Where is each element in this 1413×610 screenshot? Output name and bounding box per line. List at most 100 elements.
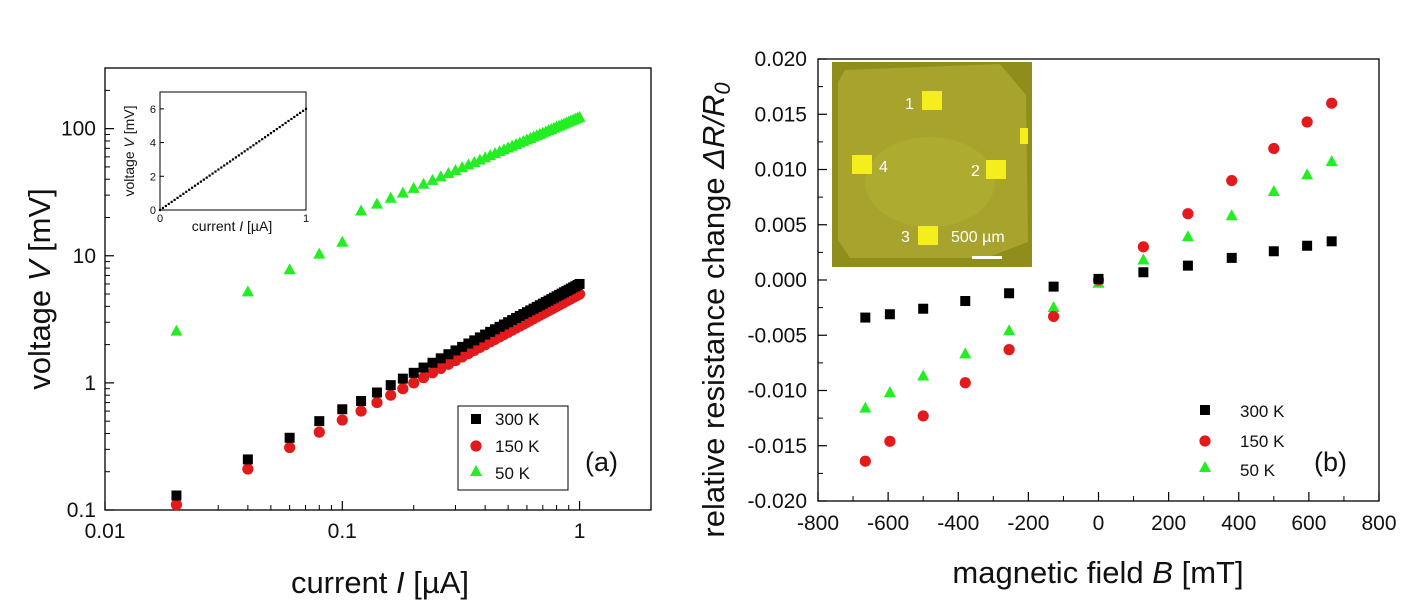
data-point-a [171,490,182,501]
inset-data-point [299,111,302,115]
inset-data-point [234,156,238,159]
inset-x-tick-label: 0 [157,213,163,225]
a-y-tick-label: 10 [73,245,96,268]
inset-data-point [272,130,275,133]
data-point-b [917,410,929,422]
panel-b: -800 -600 -400 -200 0 200 400 600 800 -0.020 -0.01… [696,48,1397,590]
data-point-a [407,181,420,193]
data-point-a [397,373,408,384]
inset-data-point [199,180,202,183]
data-point-b [959,377,971,389]
inset-data-point [264,136,267,139]
contact-label-2: 2 [971,163,980,180]
data-point-a [435,353,446,364]
inset-y-tick-label: 0 [150,205,156,217]
b-y-tick-label: 0.015 [754,103,807,126]
inset-data-point [164,204,167,208]
plot-b-ticks: -800 -600 -400 -200 0 200 400 600 800 -0.020 -0.01… [747,48,1396,535]
inset-data-point [161,206,165,210]
contact-pad-1 [922,91,942,110]
inset-data-point [214,170,217,173]
data-point-a [284,441,296,454]
inset-data-point [237,154,240,157]
b-x-tick-label: -800 [797,512,839,535]
a-y-tick-label: 0.1 [67,499,96,522]
data-point-b [860,312,871,323]
data-point-b [1003,324,1016,336]
data-point-a [371,396,383,409]
inset-data-point [167,202,170,206]
data-point-a [385,380,396,391]
data-point-b [1301,168,1314,180]
data-point-b [1268,142,1280,155]
data-point-a [396,186,409,198]
inset-data-point [193,184,197,187]
plot-a-inset-y-title: voltage V [mV] [121,105,137,196]
plot-a-inset-x-title: current I [µA] [192,218,272,234]
contact-label-4: 4 [879,159,888,176]
b-x-tick-label: 600 [1291,512,1326,535]
b-y-tick-label: 0.020 [754,48,807,71]
inset-x-tick-label: 1 [303,213,309,225]
inset-data-point [287,119,290,123]
data-point-a [397,383,409,395]
inset-data-point [255,142,258,145]
inset-data-point [281,123,284,127]
data-point-b [1182,260,1193,271]
b-y-tick-label: 0.005 [754,214,807,237]
data-point-a [463,338,474,349]
plot-a-y-axis-title: voltage V [mV] [22,188,57,390]
data-point-b [960,295,971,306]
data-point-a [443,349,454,360]
inset-data-point [266,134,270,137]
data-point-a [434,170,447,182]
inset-data-point [275,127,278,131]
plot-b-x-axis-title: magnetic field B [mT] [952,555,1243,590]
data-point-b [1048,310,1060,323]
inset-data-point [231,158,235,161]
b-x-tick-label: 400 [1221,512,1256,535]
inset-data-point [158,208,162,212]
plot-a-inset-points [158,107,308,212]
inset-data-point [246,148,249,151]
inset-data-point [208,174,211,177]
plot-a-inset: 0 1 0 2 4 6 current I [µA] voltage V [mV] [121,91,309,234]
b-y-tick-label: -0.005 [747,324,807,347]
inset-data-point [226,162,229,165]
data-point-a [170,499,183,511]
legend-a-label-150k: 150 K [495,437,540,456]
data-point-b [1301,116,1313,128]
data-point-a [426,173,439,185]
a-y-tick-label: 1 [84,372,96,395]
inset-data-point [170,200,173,204]
photo-film-highlight [865,137,995,227]
inset-data-point [228,160,232,163]
inset-data-point [182,192,185,195]
data-point-a [417,177,430,189]
legend-a-marker-50k [470,465,482,476]
data-point-b [1268,246,1279,257]
inset-data-point [301,109,305,112]
inset-data-point [243,150,246,153]
inset-data-point [278,125,281,129]
data-point-a [408,367,419,378]
data-point-a [469,335,480,346]
inset-data-point [304,107,308,110]
data-point-a [336,235,349,247]
inset-data-point [293,115,296,119]
inset-data-point [188,188,191,191]
legend-b-marker-50k [1199,461,1211,472]
data-point-b [859,401,872,413]
a-x-tick-label: 0.01 [85,520,126,543]
inset-data-point [261,138,264,141]
data-point-a [408,377,420,389]
data-point-a [371,387,382,398]
legend-b-label-300k: 300 K [1240,402,1285,421]
device-photo-inset: 1 2 3 4 500 µm [832,62,1032,267]
plot-b-points [859,97,1338,467]
data-point-a [284,432,295,443]
data-point-b [1225,209,1238,221]
inset-data-point [240,152,243,155]
